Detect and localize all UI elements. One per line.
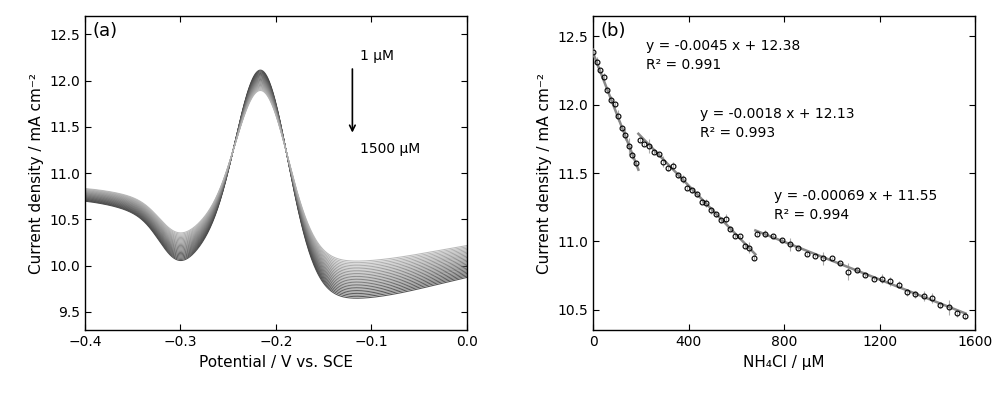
X-axis label: Potential / V vs. SCE: Potential / V vs. SCE [199, 355, 353, 370]
Text: R² = 0.991: R² = 0.991 [646, 58, 721, 72]
Text: y = -0.0018 x + 12.13: y = -0.0018 x + 12.13 [700, 107, 855, 121]
Text: y = -0.0045 x + 12.38: y = -0.0045 x + 12.38 [646, 39, 800, 53]
Text: (a): (a) [93, 22, 118, 40]
Text: (b): (b) [601, 22, 626, 40]
Y-axis label: Current density / mA cm⁻²: Current density / mA cm⁻² [537, 72, 552, 274]
Text: 1 μM: 1 μM [360, 49, 394, 63]
Text: 1500 μM: 1500 μM [360, 142, 420, 156]
Text: R² = 0.993: R² = 0.993 [700, 126, 776, 140]
Text: R² = 0.994: R² = 0.994 [774, 208, 850, 222]
X-axis label: NH₄Cl / μM: NH₄Cl / μM [743, 355, 825, 370]
Y-axis label: Current density / mA cm⁻²: Current density / mA cm⁻² [29, 72, 44, 274]
Text: y = -0.00069 x + 11.55: y = -0.00069 x + 11.55 [774, 189, 938, 203]
